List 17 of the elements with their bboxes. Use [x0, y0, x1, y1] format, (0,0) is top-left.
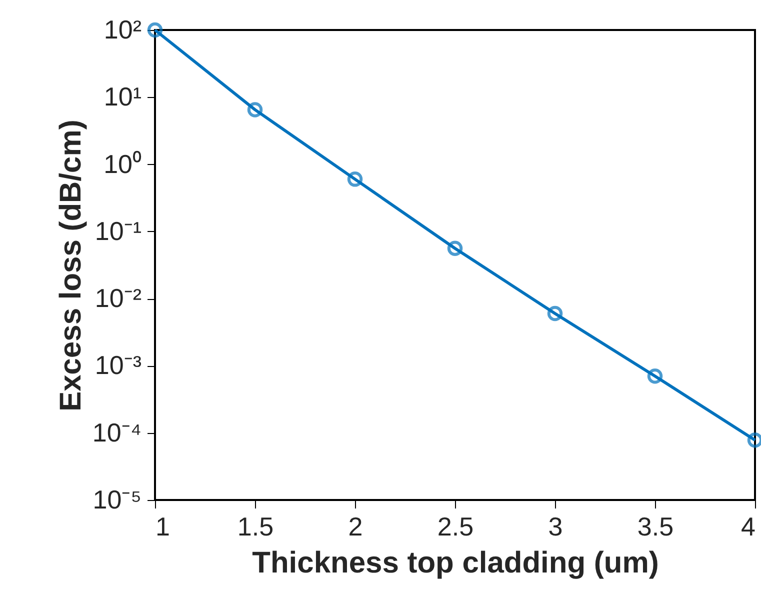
- x-tick-label: 2: [348, 512, 363, 542]
- x-tick-label: 3.5: [637, 512, 674, 542]
- y-tick-label: 10⁻⁴: [92, 417, 142, 448]
- y-tick-label: 10¹: [104, 82, 142, 112]
- x-tick-label: 2.5: [437, 512, 474, 542]
- x-axis-title: Thickness top cladding (um): [252, 546, 659, 580]
- x-tick-label: 3: [548, 512, 563, 542]
- y-axis-title: Excess loss (dB/cm): [54, 120, 88, 412]
- y-tick-label: 10⁻³: [94, 350, 142, 380]
- y-tick-label: 10⁻¹: [94, 216, 142, 246]
- x-tick-label: 1.5: [237, 512, 274, 542]
- y-tick-label: 10⁻⁵: [92, 484, 142, 514]
- y-tick-label: 10⁰: [104, 148, 142, 179]
- y-tick-label: 10²: [104, 14, 142, 44]
- y-tick-label: 10⁻²: [94, 283, 142, 314]
- x-tick-label: 1: [156, 512, 170, 542]
- x-tick-label: 4: [741, 512, 756, 542]
